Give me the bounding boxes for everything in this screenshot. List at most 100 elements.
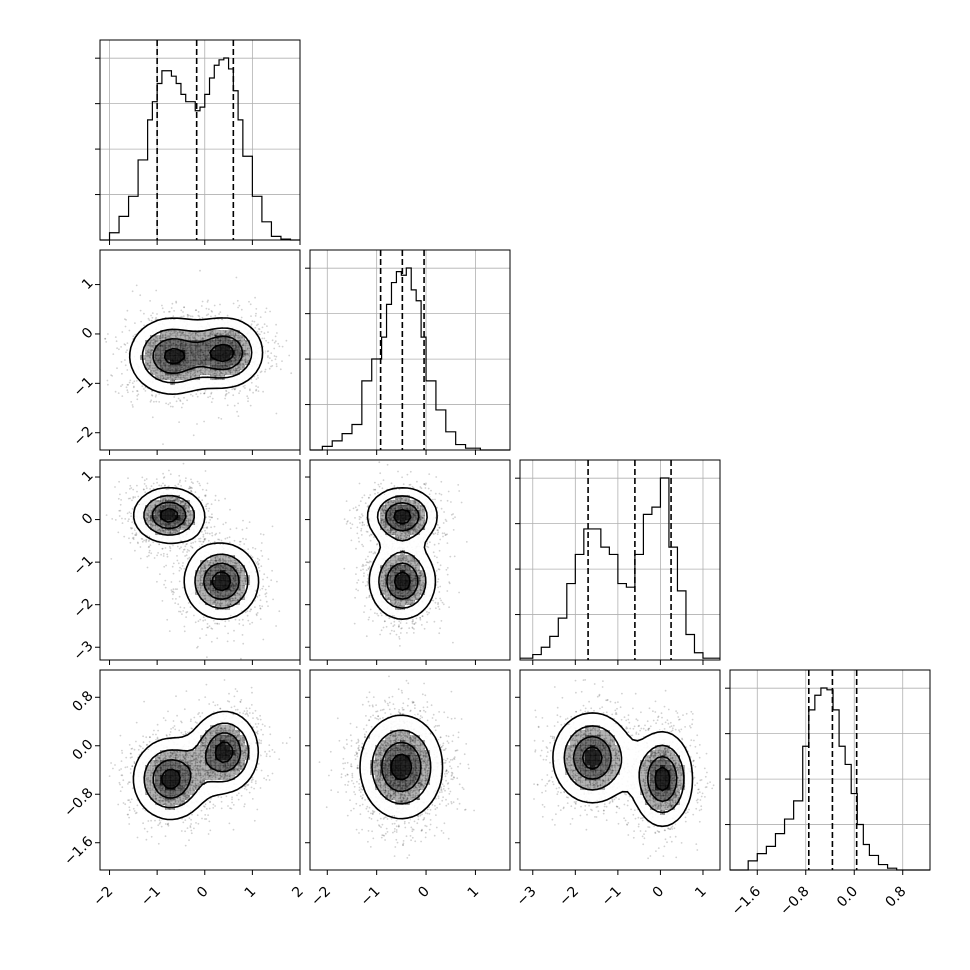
scatter-point: [175, 528, 178, 531]
scatter-point: [203, 595, 206, 597]
density-cell: [140, 370, 146, 376]
density-cell: [170, 510, 176, 516]
scatter-point: [215, 559, 218, 562]
scatter-point: [238, 540, 241, 543]
density-cell: [155, 345, 161, 351]
density-cell: [140, 335, 146, 341]
scatter-point: [181, 613, 183, 615]
scatter-point: [207, 626, 210, 629]
scatter-point: [186, 510, 189, 513]
scatter-point: [163, 565, 166, 568]
scatter-point: [255, 308, 258, 310]
scatter-point: [148, 356, 151, 358]
scatter-point: [257, 563, 259, 566]
scatter-point: [166, 618, 169, 621]
scatter-point: [208, 521, 210, 524]
density-cell: [175, 520, 181, 526]
scatter-point: [149, 354, 152, 356]
scatter-point: [150, 370, 152, 372]
density-cell: [145, 510, 151, 516]
scatter-point: [146, 363, 149, 366]
scatter-point: [248, 521, 251, 523]
density-cell: [175, 335, 181, 341]
scatter-point: [279, 368, 282, 371]
scatter-point: [206, 526, 209, 529]
scatter-point: [241, 340, 243, 343]
scatter-point: [194, 540, 197, 543]
scatter-point: [200, 566, 203, 569]
scatter-point: [149, 345, 151, 347]
scatter-point: [239, 569, 242, 571]
scatter-point: [177, 562, 180, 565]
density-cell: [205, 380, 211, 386]
scatter-point: [189, 606, 192, 608]
scatter-point: [216, 637, 219, 640]
scatter-point: [199, 618, 202, 621]
density-cell: [195, 360, 201, 366]
scatter-point: [203, 334, 206, 336]
scatter-point: [222, 523, 225, 526]
scatter-point: [271, 569, 273, 572]
scatter-point: [172, 379, 174, 382]
scatter-point: [260, 565, 263, 568]
scatter-point: [124, 325, 127, 328]
scatter-point: [236, 592, 239, 595]
density-cell: [190, 345, 196, 351]
scatter-point: [267, 331, 269, 333]
density-cell: [210, 325, 216, 331]
scatter-point: [198, 583, 201, 586]
scatter-point: [125, 492, 127, 494]
scatter-point: [225, 392, 228, 395]
scatter-point: [185, 504, 188, 507]
density-cell: [245, 360, 251, 366]
density-cell: [220, 320, 226, 326]
scatter-point: [246, 614, 249, 617]
density-cell: [220, 555, 226, 561]
density-cell: [150, 500, 156, 506]
density-cell: [225, 370, 231, 376]
scatter-point: [219, 559, 222, 562]
scatter-point: [148, 351, 150, 354]
scatter-point: [169, 375, 172, 378]
scatter-point: [144, 358, 146, 360]
scatter-point: [265, 595, 267, 598]
scatter-point: [261, 337, 264, 340]
scatter-point: [130, 527, 133, 530]
scatter-point: [201, 488, 204, 491]
scatter-point: [233, 369, 235, 372]
scatter-point: [199, 537, 202, 540]
scatter-point: [281, 360, 283, 362]
density-cell: [145, 370, 151, 376]
scatter-point: [162, 375, 164, 378]
scatter-point: [236, 599, 239, 601]
scatter-point: [208, 532, 211, 535]
scatter-point: [150, 552, 153, 555]
density-cell: [150, 495, 156, 501]
scatter-point: [268, 367, 271, 370]
density-cell: [180, 320, 186, 326]
density-cell: [155, 525, 161, 531]
density-cell: [225, 555, 231, 561]
scatter-point: [162, 529, 164, 532]
scatter-point: [136, 394, 139, 397]
density-cell: [225, 550, 231, 556]
scatter-point: [119, 493, 121, 496]
density-cell: [230, 345, 236, 351]
scatter-point: [193, 521, 196, 524]
scatter-point: [203, 539, 206, 542]
scatter-point: [258, 559, 261, 561]
scatter-point: [232, 387, 235, 390]
axis-frame: [99, 39, 301, 241]
scatter-point: [145, 485, 148, 487]
scatter-point: [141, 385, 144, 387]
density-cell: [140, 330, 146, 336]
scatter-point: [213, 372, 216, 375]
scatter-point: [202, 584, 204, 586]
scatter-point: [236, 367, 239, 370]
scatter-point: [252, 391, 255, 394]
scatter-point: [121, 331, 124, 333]
scatter-point: [189, 370, 192, 373]
scatter-point: [214, 560, 217, 562]
scatter-point: [161, 600, 164, 602]
density-cell: [220, 350, 226, 356]
